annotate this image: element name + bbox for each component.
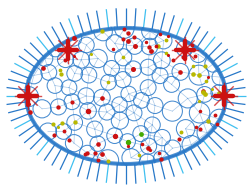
Circle shape	[24, 92, 32, 99]
Circle shape	[220, 92, 227, 99]
Circle shape	[181, 46, 188, 53]
Circle shape	[64, 46, 71, 53]
